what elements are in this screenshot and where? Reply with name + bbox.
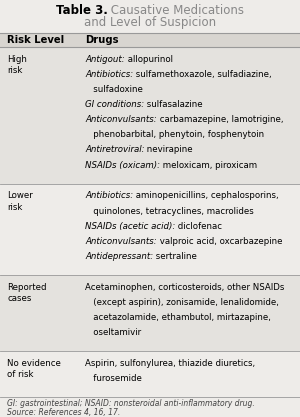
Text: carbamazepine, lamotrigine,: carbamazepine, lamotrigine, bbox=[157, 115, 283, 124]
Text: sulfasalazine: sulfasalazine bbox=[144, 100, 203, 109]
Text: and Level of Suspicion: and Level of Suspicion bbox=[84, 16, 216, 29]
Text: allopurinol: allopurinol bbox=[124, 55, 172, 64]
Text: sertraline: sertraline bbox=[153, 252, 197, 261]
Text: sulfadoxine: sulfadoxine bbox=[85, 85, 143, 94]
Bar bbox=[0, 33, 300, 47]
Text: Antidepressant:: Antidepressant: bbox=[85, 252, 153, 261]
Text: sulfamethoxazole, sulfadiazine,: sulfamethoxazole, sulfadiazine, bbox=[133, 70, 272, 79]
Text: phenobarbital, phenytoin, fosphenytoin: phenobarbital, phenytoin, fosphenytoin bbox=[85, 131, 264, 139]
Text: Acetaminophen, corticosteroids, other NSAIDs: Acetaminophen, corticosteroids, other NS… bbox=[85, 283, 284, 292]
Text: Antibiotics:: Antibiotics: bbox=[85, 70, 133, 79]
Text: meloxicam, piroxicam: meloxicam, piroxicam bbox=[160, 161, 257, 170]
Text: diclofenac: diclofenac bbox=[175, 222, 222, 231]
Text: oseltamivir: oseltamivir bbox=[85, 328, 141, 337]
Text: Drugs: Drugs bbox=[85, 35, 118, 45]
Text: Antibiotics:: Antibiotics: bbox=[85, 191, 133, 201]
Text: High
risk: High risk bbox=[7, 55, 27, 75]
Bar bbox=[0, 47, 300, 183]
Text: Anticonvulsants:: Anticonvulsants: bbox=[85, 237, 157, 246]
Text: Causative Medications: Causative Medications bbox=[107, 4, 244, 17]
Text: Lower
risk: Lower risk bbox=[7, 191, 33, 212]
Text: Anticonvulsants:: Anticonvulsants: bbox=[85, 115, 157, 124]
Text: GI conditions:: GI conditions: bbox=[85, 100, 144, 109]
Text: quinolones, tetracyclines, macrolides: quinolones, tetracyclines, macrolides bbox=[85, 206, 254, 216]
Text: GI: gastrointestinal; NSAID: nonsteroidal anti-inflammatory drug.: GI: gastrointestinal; NSAID: nonsteroida… bbox=[7, 399, 255, 408]
Text: No evidence
of risk: No evidence of risk bbox=[7, 359, 61, 379]
Text: Reported
cases: Reported cases bbox=[7, 283, 46, 303]
Text: aminopenicillins, cephalosporins,: aminopenicillins, cephalosporins, bbox=[133, 191, 279, 201]
Text: (except aspirin), zonisamide, lenalidomide,: (except aspirin), zonisamide, lenalidomi… bbox=[85, 298, 279, 307]
Bar bbox=[0, 183, 300, 275]
Text: acetazolamide, ethambutol, mirtazapine,: acetazolamide, ethambutol, mirtazapine, bbox=[85, 313, 271, 322]
Text: furosemide: furosemide bbox=[85, 374, 142, 383]
Text: Aspirin, sulfonylurea, thiazide diuretics,: Aspirin, sulfonylurea, thiazide diuretic… bbox=[85, 359, 255, 368]
Text: nevirapine: nevirapine bbox=[145, 146, 193, 154]
Text: Table 3.: Table 3. bbox=[56, 4, 107, 17]
Text: Antiretroviral:: Antiretroviral: bbox=[85, 146, 145, 154]
Bar bbox=[0, 351, 300, 397]
Text: valproic acid, oxcarbazepine: valproic acid, oxcarbazepine bbox=[157, 237, 282, 246]
Text: Risk Level: Risk Level bbox=[7, 35, 64, 45]
Text: Source: References 4, 16, 17.: Source: References 4, 16, 17. bbox=[7, 407, 120, 417]
Text: Antigout:: Antigout: bbox=[85, 55, 124, 64]
Text: NSAIDs (acetic acid):: NSAIDs (acetic acid): bbox=[85, 222, 175, 231]
Bar bbox=[0, 275, 300, 351]
Text: NSAIDs (oxicam):: NSAIDs (oxicam): bbox=[85, 161, 160, 170]
